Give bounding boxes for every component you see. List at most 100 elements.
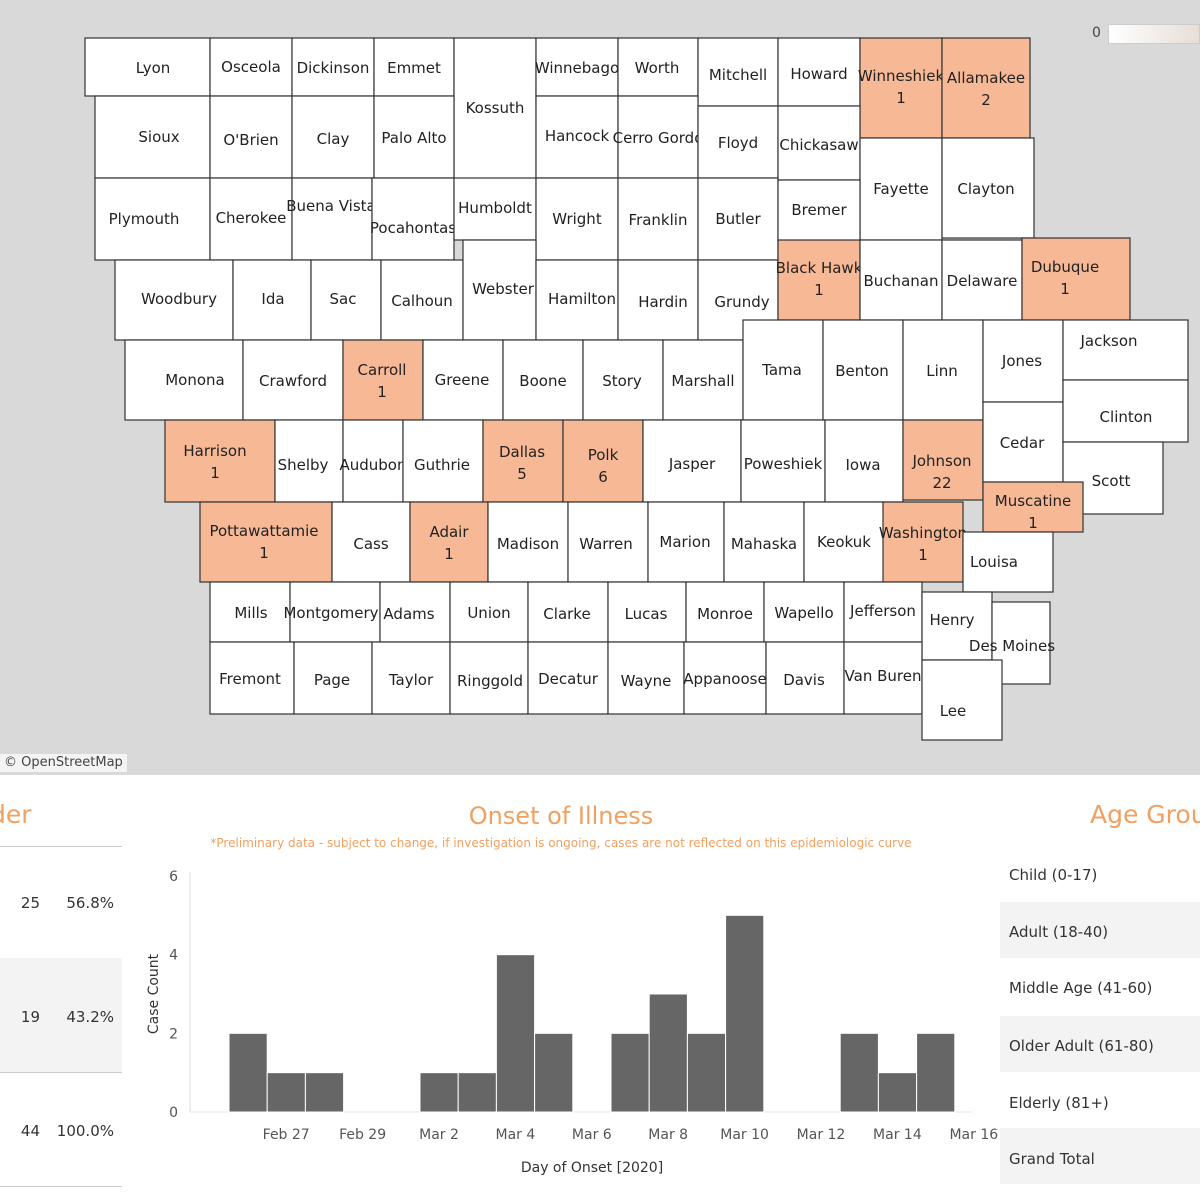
county-carroll[interactable]: Carroll 1: [342, 339, 424, 421]
bar-mar-4[interactable]: [495, 954, 536, 1113]
county-shape[interactable]: [1062, 319, 1189, 381]
county-wayne[interactable]: Wayne: [607, 641, 685, 715]
bar-mar-14[interactable]: [877, 1072, 918, 1113]
county-dubuque[interactable]: Dubuque 1: [1021, 237, 1131, 321]
county-shape[interactable]: [535, 259, 619, 341]
county-mahaska[interactable]: Mahaska: [723, 501, 805, 583]
county-shape[interactable]: [209, 37, 293, 97]
county-shape[interactable]: [242, 339, 344, 421]
county-osceola[interactable]: Osceola: [209, 37, 293, 97]
county-shape[interactable]: [84, 37, 211, 97]
county-shape[interactable]: [941, 239, 1023, 321]
county-shape[interactable]: [274, 419, 344, 503]
county-shape[interactable]: [617, 95, 699, 179]
county-shape[interactable]: [371, 641, 451, 715]
county-shape[interactable]: [124, 339, 244, 421]
county-marion[interactable]: Marion: [647, 501, 725, 583]
county-shape[interactable]: [291, 177, 373, 261]
county-shape[interactable]: [647, 501, 725, 583]
county-shape[interactable]: [617, 177, 699, 261]
county-shape[interactable]: [941, 137, 1035, 239]
bar-feb-28[interactable]: [304, 1072, 345, 1113]
county-ida[interactable]: Ida: [232, 259, 312, 341]
county-shape[interactable]: [859, 37, 943, 139]
county-shape[interactable]: [777, 37, 861, 107]
county-cass[interactable]: Cass: [331, 501, 411, 583]
county-shape[interactable]: [373, 95, 455, 179]
age-row[interactable]: Adult (18-40): [1000, 902, 1200, 958]
county-shape[interactable]: [209, 95, 293, 179]
county-johnson[interactable]: Johnson 22: [902, 419, 984, 501]
county-muscatine[interactable]: Muscatine 1: [982, 481, 1084, 533]
county-shape[interactable]: [843, 581, 923, 643]
county-shape[interactable]: [803, 501, 885, 583]
county-shape[interactable]: [342, 339, 424, 421]
county-tama[interactable]: Tama: [742, 319, 824, 421]
map-attribution[interactable]: © OpenStreetMap: [0, 754, 127, 772]
county-warren[interactable]: Warren: [567, 501, 649, 583]
county-louisa[interactable]: Louisa: [962, 531, 1054, 593]
county-davis[interactable]: Davis: [765, 641, 845, 715]
county-chickasaw[interactable]: Chickasaw: [777, 105, 861, 181]
county-palo-alto[interactable]: Palo Alto: [373, 95, 455, 179]
county-shape[interactable]: [1021, 237, 1131, 321]
county-delaware[interactable]: Delaware: [941, 239, 1023, 321]
county-buena-vista[interactable]: Buena Vista: [286, 177, 376, 261]
age-total-row[interactable]: Grand Total: [1000, 1128, 1200, 1184]
county-clayton[interactable]: Clayton: [941, 137, 1035, 239]
county-shape[interactable]: [331, 501, 411, 583]
county-monona[interactable]: Monona: [124, 339, 244, 421]
county-shape[interactable]: [740, 419, 826, 503]
county-shelby[interactable]: Shelby: [274, 419, 344, 503]
county-shape[interactable]: [617, 259, 699, 341]
county-fayette[interactable]: Fayette: [859, 137, 943, 241]
county-shape[interactable]: [777, 179, 861, 243]
county-hardin[interactable]: Hardin: [617, 259, 699, 341]
county-hamilton[interactable]: Hamilton: [535, 259, 619, 341]
county-shape[interactable]: [843, 641, 923, 715]
county-shape[interactable]: [379, 581, 451, 643]
county-floyd[interactable]: Floyd: [697, 105, 779, 179]
county-shape[interactable]: [380, 259, 464, 341]
county-clay[interactable]: Clay: [291, 95, 375, 179]
age-row[interactable]: Middle Age (41-60): [1000, 960, 1200, 1016]
county-shape[interactable]: [199, 501, 333, 583]
county-shape[interactable]: [1062, 379, 1189, 443]
county-shape[interactable]: [921, 659, 1003, 741]
county-shape[interactable]: [535, 177, 619, 261]
county-greene[interactable]: Greene: [422, 339, 504, 421]
county-henry[interactable]: Henry: [921, 591, 993, 661]
onset-chart[interactable]: 0 2 4 6 Feb 27 Feb 29 Mar 2 Mar 4 Mar 6 Mar 8 Mar …: [122, 790, 1000, 1200]
county-poweshiek[interactable]: Poweshiek: [740, 419, 826, 503]
county-shape[interactable]: [697, 37, 779, 107]
county-sac[interactable]: Sac: [310, 259, 382, 341]
county-lyon[interactable]: Lyon: [84, 37, 211, 97]
county-shape[interactable]: [402, 419, 484, 503]
county-shape[interactable]: [859, 137, 943, 241]
county-shape[interactable]: [527, 581, 609, 643]
bar-feb-26[interactable]: [228, 1032, 268, 1113]
county-guthrie[interactable]: Guthrie: [402, 419, 484, 503]
county-shape[interactable]: [902, 319, 984, 421]
county-emmet[interactable]: Emmet: [373, 37, 455, 97]
county-winneshiek[interactable]: Winneshiek 1: [858, 37, 945, 139]
county-ringgold[interactable]: Ringgold: [449, 641, 529, 715]
county-shape[interactable]: [232, 259, 312, 341]
county-iowa[interactable]: Iowa: [824, 419, 904, 503]
county-boone[interactable]: Boone: [502, 339, 584, 421]
bar-mar-8[interactable]: [648, 993, 688, 1113]
county-crawford[interactable]: Crawford: [242, 339, 344, 421]
county-howard[interactable]: Howard: [777, 37, 861, 107]
county-map[interactable]: Lyon Osceola Dickinson Emmet Kossuth Winnebag…: [0, 0, 1200, 775]
county-jones[interactable]: Jones: [982, 319, 1064, 403]
county-washington[interactable]: Washington 1: [879, 501, 967, 583]
county-appanoose[interactable]: Appanoose: [683, 641, 767, 715]
bar-mar-5[interactable]: [534, 1032, 574, 1113]
county-shape[interactable]: [114, 259, 234, 341]
bar-mar-2[interactable]: [419, 1072, 459, 1113]
county-audubon[interactable]: Audubon: [339, 419, 407, 503]
county-clinton[interactable]: Clinton: [1062, 379, 1189, 443]
county-shape[interactable]: [209, 581, 291, 643]
county-shape[interactable]: [607, 641, 685, 715]
county-shape[interactable]: [941, 37, 1031, 139]
